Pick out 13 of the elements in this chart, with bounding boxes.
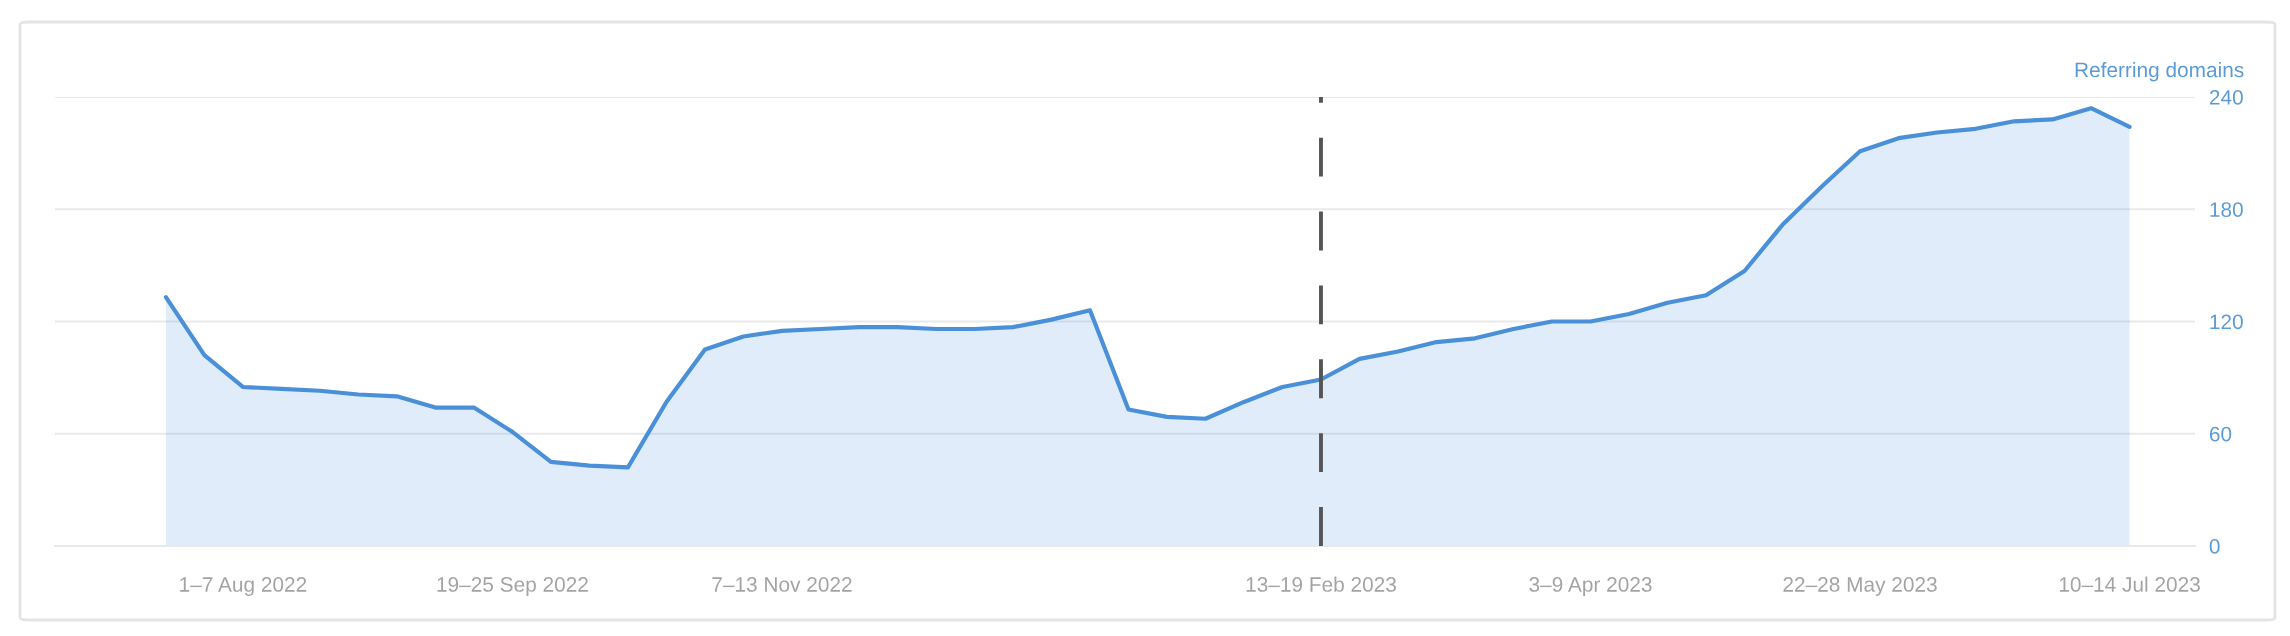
y-tick-label: 240 [2209, 90, 2243, 105]
y-tick-label: 60 [2209, 426, 2232, 442]
x-tick-label: 13–19 Feb 2023 [1246, 576, 1396, 592]
x-tick-label: 22–28 May 2023 [1783, 577, 1937, 596]
y-tick-label: 180 [2210, 202, 2243, 217]
y-axis-title: Referring domains [2075, 61, 2244, 82]
x-tick-label: 10–14 Jul 2023 [2059, 576, 2200, 592]
x-tick-label: 1–7 Aug 2022 [180, 577, 307, 596]
x-tick-label: 19–25 Sep 2022 [437, 577, 588, 596]
x-tick-label: 3–9 Apr 2023 [1529, 577, 1652, 596]
y-tick-label: 0 [2209, 539, 2220, 554]
x-tick-label: 7–13 Nov 2022 [712, 577, 852, 592]
y-tick-label: 120 [2210, 314, 2243, 330]
